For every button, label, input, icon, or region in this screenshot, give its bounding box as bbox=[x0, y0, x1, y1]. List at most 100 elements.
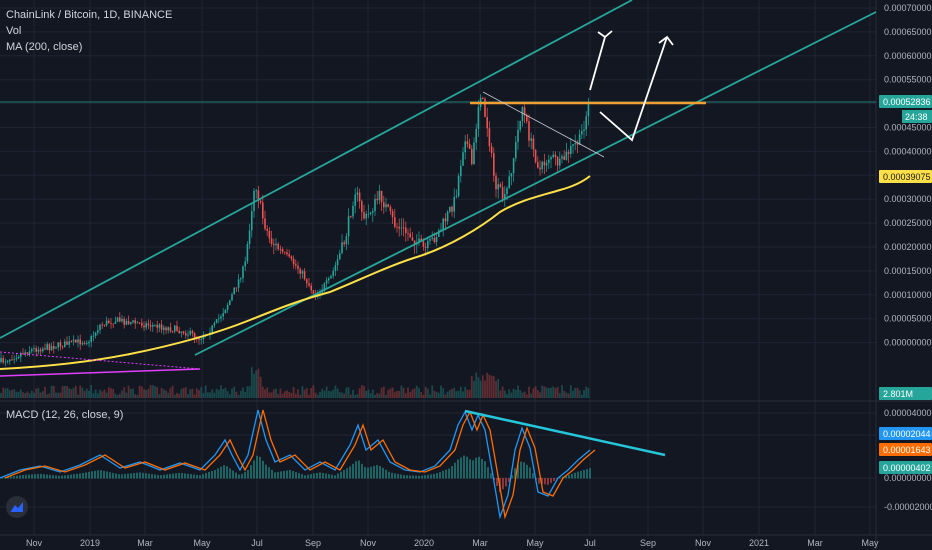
volume-bar bbox=[349, 394, 352, 398]
volume-bar bbox=[151, 385, 154, 398]
volume-bar bbox=[464, 386, 467, 398]
candle-body bbox=[449, 206, 451, 212]
volume-bar bbox=[554, 387, 557, 398]
macd-histogram-bar bbox=[124, 473, 126, 479]
candle-body bbox=[389, 206, 392, 212]
candle-body bbox=[552, 154, 554, 158]
macd-histogram-bar bbox=[571, 473, 573, 479]
last-price-badge-bg bbox=[879, 95, 932, 108]
candle-body bbox=[123, 318, 125, 325]
volume-bar bbox=[215, 388, 218, 398]
magenta-line bbox=[0, 368, 201, 377]
macd-pane bbox=[0, 409, 666, 520]
macd-histogram-bar bbox=[514, 468, 516, 479]
candle-body bbox=[99, 324, 101, 331]
candle-body bbox=[402, 227, 405, 229]
candle-body bbox=[55, 347, 57, 349]
macd-histogram-bar bbox=[88, 471, 90, 479]
macd-histogram-bar bbox=[172, 473, 174, 479]
symbol-title[interactable]: ChainLink / Bitcoin, 1D, BINANCE bbox=[6, 9, 173, 21]
tradingview-logo-icon[interactable] bbox=[6, 496, 28, 518]
candle-body bbox=[405, 227, 407, 234]
macd-histogram-bar bbox=[436, 473, 438, 479]
candle-body bbox=[301, 271, 304, 274]
volume-bar bbox=[459, 386, 462, 398]
candle-body bbox=[6, 361, 9, 362]
volume-bar bbox=[294, 393, 297, 398]
volume-bar bbox=[127, 385, 130, 398]
volume-bar bbox=[481, 375, 484, 398]
macd-histogram-bar bbox=[37, 473, 39, 479]
volume-bar bbox=[442, 388, 445, 398]
volume-bar bbox=[268, 392, 271, 398]
volume-indicator-label[interactable]: Vol bbox=[6, 25, 22, 37]
volume-bar bbox=[2, 387, 5, 398]
candle-body bbox=[130, 322, 132, 325]
candle-body bbox=[334, 265, 337, 271]
candle-body bbox=[433, 237, 436, 243]
volume-bar bbox=[316, 394, 319, 398]
candle-body bbox=[255, 190, 257, 192]
volume-bar bbox=[204, 385, 207, 398]
macd-histogram-bar bbox=[466, 456, 468, 479]
macd-histogram-bar bbox=[202, 474, 204, 479]
candle-body bbox=[387, 204, 389, 207]
volume-bar bbox=[398, 390, 401, 398]
macd-histogram-bar bbox=[526, 464, 528, 479]
volume-bar bbox=[61, 386, 64, 398]
volume-bar bbox=[253, 373, 255, 398]
volume-bar bbox=[239, 390, 242, 398]
volume-bar bbox=[242, 387, 244, 398]
candle-body bbox=[570, 145, 572, 154]
macd-histogram-bar bbox=[370, 466, 372, 479]
macd-histogram-bar bbox=[58, 475, 60, 479]
candle-body bbox=[519, 121, 521, 130]
candle-body bbox=[145, 323, 147, 328]
candle-body bbox=[134, 320, 136, 324]
volume-bar bbox=[33, 392, 35, 398]
candle-body bbox=[510, 173, 513, 177]
time-tick-label: May bbox=[526, 538, 544, 548]
descending-trendline bbox=[482, 91, 605, 158]
macd-histogram-bar bbox=[136, 472, 138, 479]
macd-histogram-bar bbox=[523, 462, 525, 479]
candle-body bbox=[345, 236, 348, 245]
macd-histogram-bar bbox=[232, 470, 234, 479]
volume-bar bbox=[508, 389, 511, 398]
candle-body bbox=[407, 233, 409, 234]
volume-bar bbox=[288, 391, 291, 398]
volume-bar bbox=[178, 393, 181, 398]
macd-histogram-bar bbox=[328, 474, 330, 479]
candle-body bbox=[488, 128, 491, 147]
candle-body bbox=[226, 305, 229, 310]
volume-bar bbox=[202, 393, 205, 398]
macd-histogram-bar bbox=[256, 455, 258, 479]
volume-bar bbox=[13, 389, 16, 398]
macd-histogram-bar bbox=[550, 478, 552, 483]
candle-body bbox=[213, 323, 216, 326]
macd-axis[interactable]: 0.000040000.000020000.00000000-0.0000200… bbox=[884, 408, 932, 512]
time-axis[interactable]: Nov 2019 Mar May Jul Sep Nov 2020 Mar May Jul Sep No… bbox=[26, 538, 879, 548]
volume-bar bbox=[492, 375, 495, 398]
projection-arrow-2 bbox=[599, 36, 668, 142]
candle-body bbox=[266, 228, 268, 231]
candle-body bbox=[310, 285, 312, 291]
macd-histogram-bar bbox=[532, 473, 534, 479]
candle-body bbox=[202, 336, 205, 340]
candle-body bbox=[138, 322, 141, 324]
volume-bar bbox=[169, 388, 172, 398]
price-tick-label: 0.00060000 bbox=[884, 51, 932, 61]
volume-bar bbox=[217, 389, 220, 398]
candle-body bbox=[185, 333, 187, 336]
candle-body bbox=[288, 254, 290, 257]
macd-histogram-bar bbox=[469, 459, 471, 479]
volume-bar bbox=[525, 394, 528, 398]
candle-body bbox=[526, 115, 528, 122]
candle-body bbox=[44, 348, 46, 350]
macd-indicator-label[interactable]: MACD (12, 26, close, 9) bbox=[6, 409, 124, 421]
volume-bar bbox=[574, 387, 577, 398]
candle-body bbox=[9, 359, 11, 362]
ma-indicator-label[interactable]: MA (200, close) bbox=[6, 41, 83, 53]
volume-bar bbox=[391, 387, 394, 398]
